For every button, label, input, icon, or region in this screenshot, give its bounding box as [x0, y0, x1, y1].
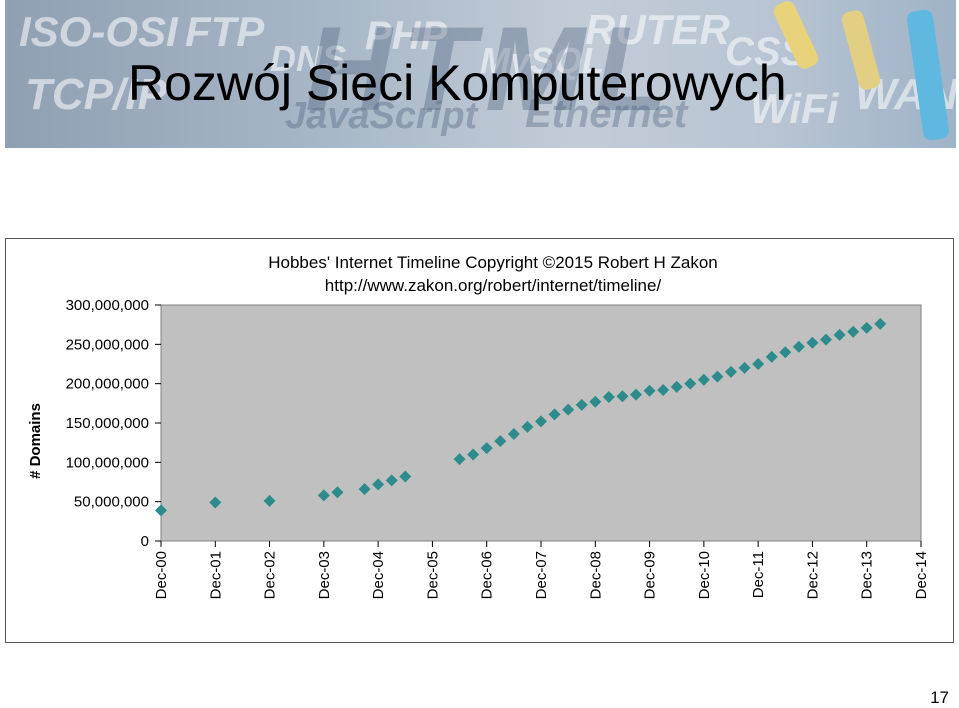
- data-point: [833, 328, 846, 341]
- data-point: [521, 420, 534, 433]
- data-point: [697, 373, 710, 386]
- data-point: [779, 346, 792, 359]
- data-point: [548, 408, 561, 421]
- x-tick-label: Dec-11: [750, 551, 767, 598]
- data-point: [643, 384, 656, 397]
- data-point: [725, 365, 737, 378]
- x-axis: Dec-00 Dec-01 Dec-02 Dec-03 Dec-04 Dec-05 Dec-…: [153, 541, 930, 599]
- x-tick-label: Dec-14: [913, 551, 930, 599]
- data-point: [155, 504, 167, 517]
- data-point: [860, 321, 873, 334]
- banner-word: RUTER: [585, 6, 730, 53]
- header-banner: ISO-OSI FTP DNS PHP MySQL RUTER CSS TCP/…: [5, 0, 956, 148]
- page-number: 17: [930, 688, 949, 707]
- data-point: [752, 358, 765, 370]
- banner-word: WiFi: [750, 85, 839, 132]
- y-axis: 0 50,000,000 100,000,000 150,000,000 200,000…: [66, 297, 161, 550]
- banner-word: DNS: [270, 38, 347, 79]
- x-tick-label: Dec-05: [424, 551, 441, 599]
- x-tick-label: Dec-10: [696, 551, 713, 599]
- data-point: [602, 391, 615, 404]
- banner-word: HTML: [305, 2, 679, 136]
- data-point: [657, 383, 670, 396]
- banner-word: ISO-OSI: [19, 8, 178, 55]
- data-point: [792, 340, 805, 353]
- data-point: [535, 415, 547, 428]
- x-tick-label: Dec-04: [370, 551, 387, 599]
- x-tick-label: Dec-06: [479, 551, 496, 599]
- x-tick-label: Dec-01: [207, 551, 224, 599]
- x-tick-label: Dec-13: [859, 551, 876, 599]
- banner-word: TCP/IP: [25, 70, 167, 119]
- banner-word: Ethernet: [525, 92, 688, 136]
- chart-frame: Hobbes' Internet Timeline Copyright ©201…: [5, 238, 954, 643]
- slide-title: Rozwój Sieci Komputerowych: [128, 55, 787, 111]
- banner-word: FTP: [185, 8, 265, 55]
- y-tick-label: 150,000,000: [66, 415, 149, 432]
- data-point: [317, 489, 330, 502]
- data-point: [670, 380, 683, 393]
- data-point: [738, 361, 751, 374]
- y-tick-label: 250,000,000: [66, 336, 149, 353]
- data-point: [480, 442, 493, 455]
- data-point: [847, 325, 860, 338]
- data-point: [616, 390, 629, 403]
- x-tick-label: Dec-09: [642, 551, 659, 599]
- y-tick-label: 50,000,000: [74, 494, 149, 511]
- data-point: [630, 388, 642, 401]
- x-tick-label: Dec-02: [262, 551, 279, 599]
- data-point: [711, 370, 724, 383]
- data-point: [209, 496, 222, 509]
- data-point: [331, 486, 344, 499]
- chart-subtitle: http://www.zakon.org/robert/internet/tim…: [325, 276, 662, 295]
- x-tick-label: Dec-00: [153, 551, 170, 599]
- data-point: [453, 453, 466, 466]
- y-tick-label: 0: [141, 533, 149, 550]
- banner-word: PHP: [365, 14, 448, 58]
- data-point: [385, 474, 398, 487]
- data-point: [575, 398, 588, 411]
- data-point: [806, 336, 819, 349]
- data-point: [562, 403, 575, 416]
- data-point: [467, 448, 480, 461]
- data-point: [765, 350, 778, 363]
- data-point: [507, 428, 520, 441]
- x-tick-label: Dec-07: [533, 551, 550, 599]
- data-point: [372, 478, 385, 491]
- x-tick-label: Dec-12: [804, 551, 821, 599]
- banner-word: MySQL: [480, 40, 605, 81]
- data-point: [399, 470, 412, 483]
- data-point: [494, 435, 507, 448]
- network-cable-icon: [840, 8, 882, 92]
- y-tick-label: 200,000,000: [66, 376, 149, 393]
- domains-chart: Hobbes' Internet Timeline Copyright ©201…: [27, 253, 930, 599]
- data-points: [155, 317, 887, 517]
- y-tick-label: 300,000,000: [66, 297, 149, 314]
- data-point: [589, 395, 602, 408]
- data-point: [263, 494, 276, 507]
- data-point: [684, 377, 697, 390]
- x-tick-label: Dec-03: [316, 551, 333, 599]
- chart-title: Hobbes' Internet Timeline Copyright ©201…: [268, 253, 718, 272]
- data-point: [358, 483, 371, 496]
- y-tick-label: 100,000,000: [66, 454, 149, 471]
- banner-word: JavaScript: [285, 95, 478, 137]
- y-axis-label: # Domains: [27, 403, 44, 479]
- data-point: [874, 317, 887, 330]
- x-tick-label: Dec-08: [587, 551, 604, 599]
- data-point: [820, 333, 832, 346]
